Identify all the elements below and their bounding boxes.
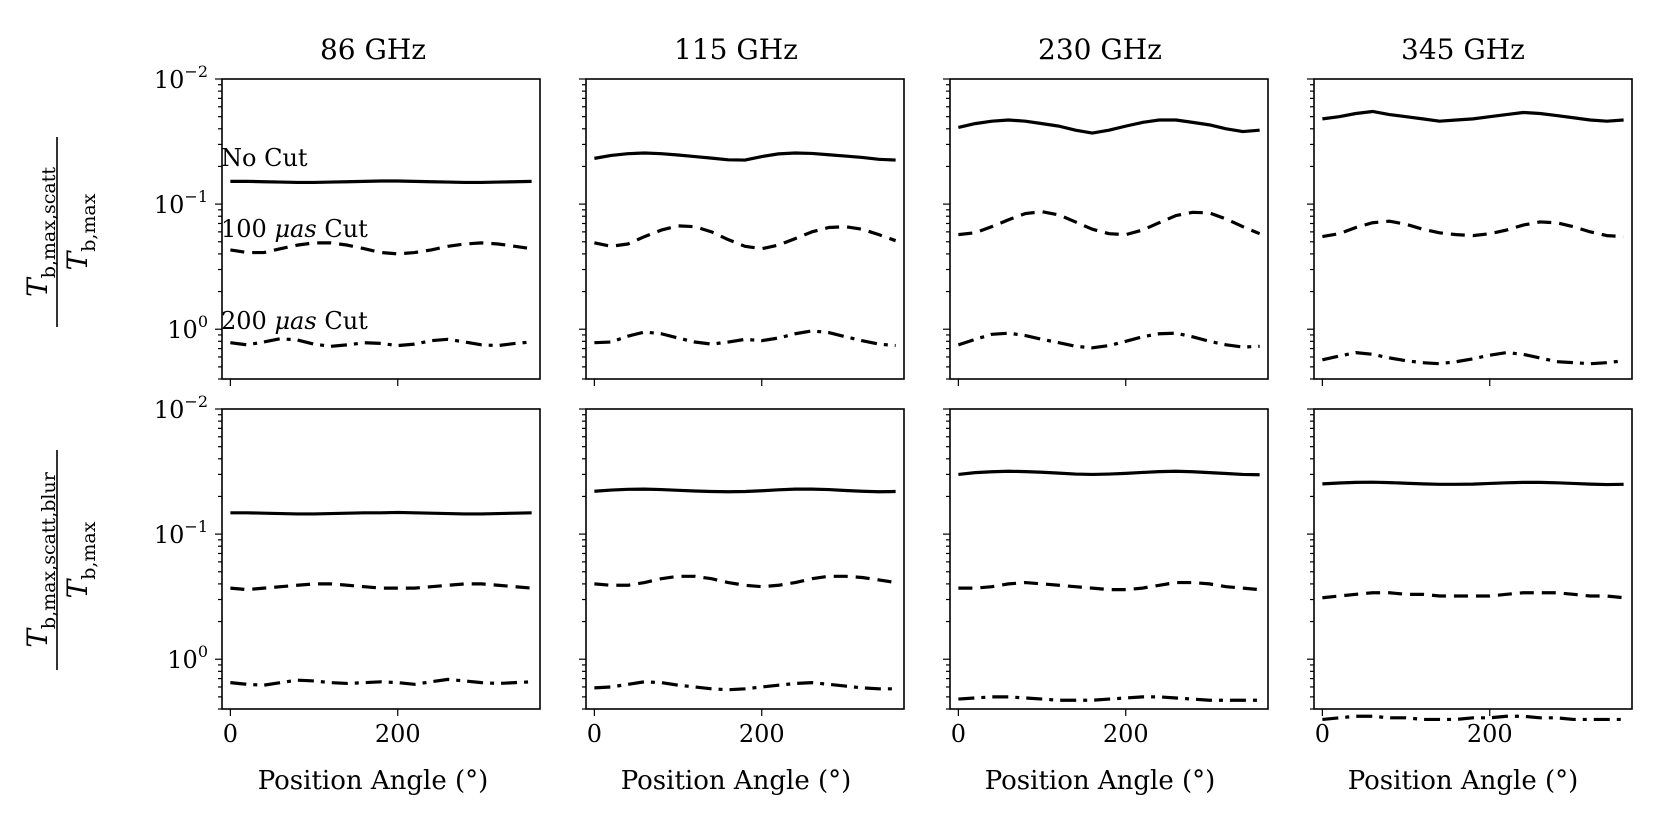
panel-r2-c3: 0 200 [943,408,1269,748]
y-tick-label-base: 10 [154,396,185,424]
panel-r1-c2 [579,78,905,386]
axes-frame [949,408,1269,710]
series-line-dashed [594,574,896,589]
y-label-top-num-main: T [21,276,54,297]
y-tick-label-base: 10 [167,316,198,344]
y-tick-label: 100 [167,642,208,674]
y-axis-label-bottom: Tb,max,scatt,blur Tb,max [21,450,100,670]
annotation-100-unit: μas [274,215,316,243]
panel-r2-c2: 0 200 [579,408,905,748]
y-axis-label-top: Tb,max,scatt Tb,max [21,137,100,327]
svg-text:Tb,max,scatt,blur: Tb,max,scatt,blur [21,471,60,647]
series-line-solid [958,118,1260,135]
y-tick-label-exponent: 0 [198,312,208,331]
panel-r2-c4: 0 200 [1307,408,1633,748]
axes-frame [585,78,905,380]
annotation-200-number: 200 [221,307,267,335]
svg-text:Tb,max: Tb,max [61,193,100,270]
annotation-100-word: Cut [324,215,368,243]
series-line-dashed [958,580,1260,592]
series-line-solid [1322,109,1624,123]
x-tick-label: 200 [375,720,421,748]
y-label-top-den-main: T [61,249,94,270]
column-title-115ghz: 115 GHz [674,33,798,66]
series-line-solid [1322,480,1624,487]
y-tick-label-exponent: −2 [184,392,208,411]
panel-r1-c4 [1307,78,1633,386]
annotation-no-cut: No Cut [221,144,308,172]
axes-frame [221,78,541,380]
series-line-dashdot [230,337,532,348]
y-tick-label-base: 10 [154,521,185,549]
axes-frame [1313,408,1633,710]
series-line-dashdot [957,331,1260,350]
axes-frame [949,78,1269,380]
axes-frame [1313,78,1633,380]
y-tick-label-exponent: −1 [184,187,208,206]
y-tick-label: 10−2 [154,62,208,94]
annotation-200-unit: μas [274,307,316,335]
x-axis-label-col-2: Position Angle (°) [621,766,852,796]
series-line-dashdot [594,329,896,348]
series-line-dashed [594,224,897,251]
series-line-dashed [230,241,532,256]
annotation-100-number: 100 [221,215,267,243]
y-tick-label: 10−2 [154,392,208,424]
series-line-dashdot [230,677,532,687]
svg-text:Tb,max: Tb,max [61,521,100,598]
column-title-345ghz: 345 GHz [1401,33,1525,66]
annotation-200-cut: 200 μas Cut [221,307,368,335]
y-tick-label: 100 [167,312,208,344]
x-axis-label-col-4: Position Angle (°) [1348,766,1579,796]
x-tick-label: 0 [223,720,238,748]
y-tick-label-exponent: 0 [198,642,208,661]
series-line-dashed [1322,591,1624,600]
x-tick-label: 0 [951,720,966,748]
series-line-solid [230,510,532,516]
series-line-solid [230,179,532,185]
y-label-bottom-num-sub: b,max,scatt,blur [38,471,60,629]
x-tick-label: 200 [1467,720,1513,748]
series-line-dashdot [1322,351,1624,366]
series-line-solid [594,487,896,494]
annotation-100-cut: 100 μas Cut [221,215,368,243]
series-line-dashed [1322,219,1624,239]
y-tick-label: 10−1 [154,187,208,219]
axes-frame [585,408,905,710]
x-tick-label: 200 [739,720,785,748]
series-line-dashdot [958,695,1260,702]
y-label-bottom-num-main: T [21,627,54,648]
series-line-dashdot [594,680,896,692]
panel-r1-c3 [943,78,1269,386]
y-tick-label: 10−1 [154,517,208,549]
y-label-bottom-den-sub: b,max [78,521,100,580]
y-tick-label-base: 10 [154,66,185,94]
y-label-top-den-sub: b,max [78,193,100,252]
series-line-solid [958,469,1260,477]
x-axis-label-col-1: Position Angle (°) [258,766,489,796]
series-line-dashdot [1322,714,1624,722]
y-tick-label-exponent: −1 [184,517,208,536]
x-tick-label: 200 [1103,720,1149,748]
annotation-200-word: Cut [324,307,368,335]
y-label-top-num-sub: b,max,scatt [38,167,60,279]
y-tick-label-base: 10 [154,191,185,219]
svg-text:Tb,max,scatt: Tb,max,scatt [21,167,60,297]
y-tick-label-base: 10 [167,646,198,674]
series-line-dashed [958,210,1261,237]
series-line-solid [594,151,896,162]
column-title-86ghz: 86 GHz [320,33,426,66]
x-tick-label: 0 [1315,720,1330,748]
x-axis-label-col-3: Position Angle (°) [985,766,1216,796]
y-tick-label-exponent: −2 [184,62,208,81]
y-label-bottom-den-main: T [61,577,94,598]
axes-frame [221,408,541,710]
series-line-dashed [230,582,532,592]
column-title-230ghz: 230 GHz [1038,33,1162,66]
x-tick-label: 0 [587,720,602,748]
